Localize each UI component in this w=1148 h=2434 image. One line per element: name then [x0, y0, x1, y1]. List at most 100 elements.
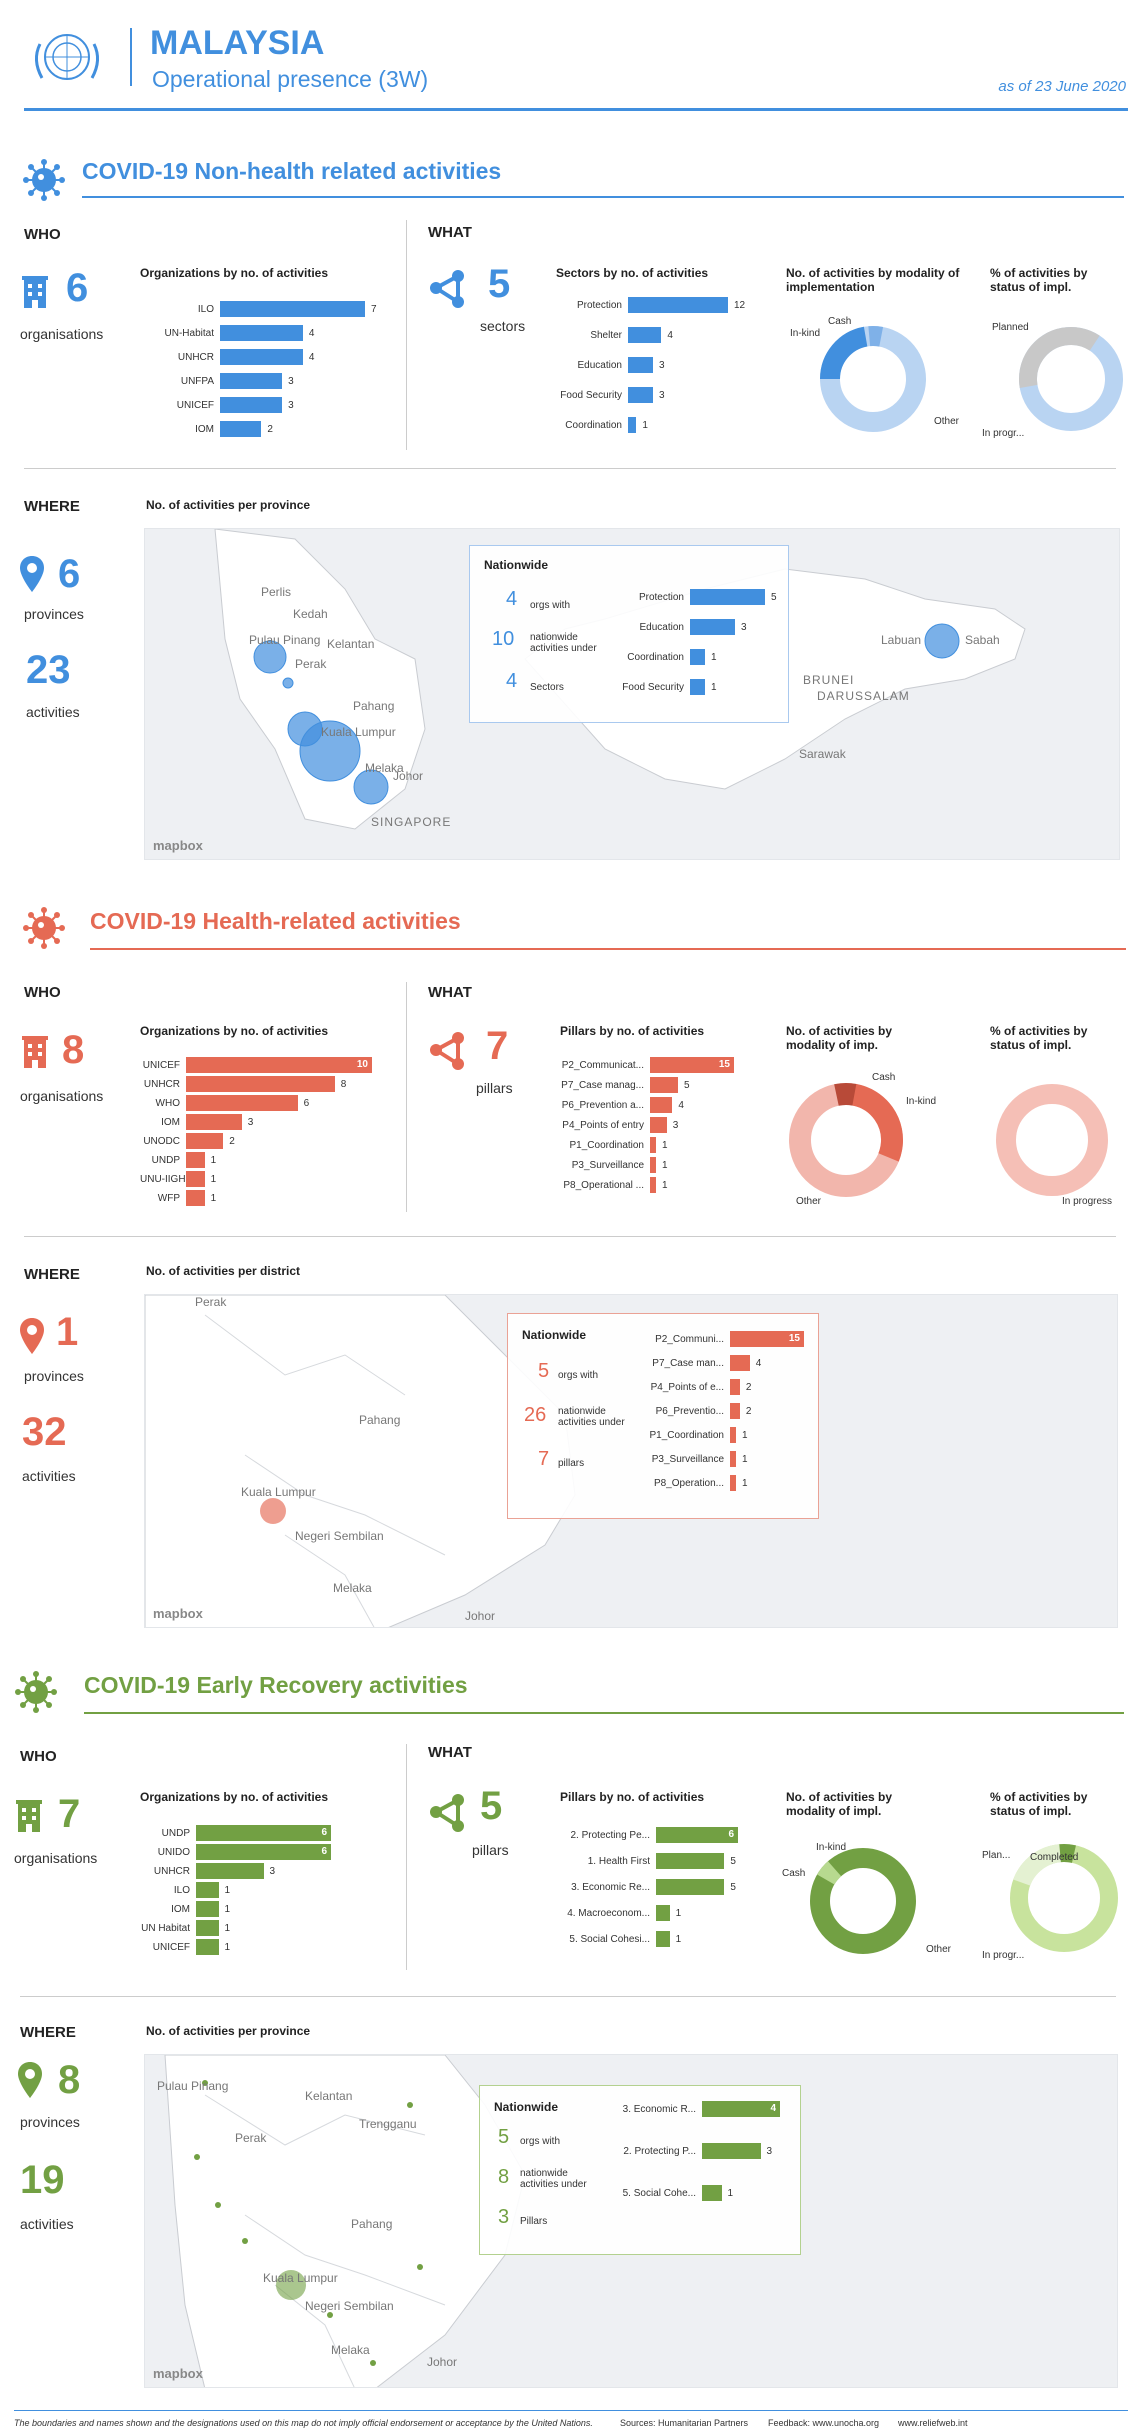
- bar[interactable]: [628, 417, 637, 433]
- bar[interactable]: [650, 1137, 656, 1153]
- bar[interactable]: [186, 1171, 205, 1187]
- bar[interactable]: [656, 1905, 670, 1921]
- bar[interactable]: [220, 349, 303, 365]
- acts-count: 23: [26, 648, 71, 692]
- bar[interactable]: [656, 1879, 725, 1895]
- bar[interactable]: [628, 357, 653, 373]
- bar[interactable]: [196, 1939, 219, 1955]
- orgs-count: 7: [58, 1792, 81, 1836]
- bar[interactable]: 4: [702, 2101, 780, 2117]
- bar[interactable]: [186, 1076, 335, 1092]
- nw-sec-label: pillars: [558, 1458, 585, 1469]
- bar-row: UNIDO 6: [140, 1843, 331, 1861]
- bar-value: 1: [727, 2187, 734, 2199]
- bar[interactable]: [186, 1190, 205, 1206]
- mapbox-logo[interactable]: mapbox: [153, 1606, 203, 1621]
- map-label: Kuala Lumpur: [263, 2271, 338, 2285]
- map-1[interactable]: Perlis Kedah Pulau Pinang Kelantan Perak…: [144, 528, 1120, 860]
- bar[interactable]: [702, 2185, 722, 2201]
- bar[interactable]: [730, 1427, 736, 1443]
- modality-donut: [786, 1080, 906, 1200]
- bar[interactable]: [196, 1863, 264, 1879]
- bar[interactable]: 6: [196, 1825, 331, 1841]
- bar[interactable]: [628, 327, 662, 343]
- bar[interactable]: [730, 1403, 740, 1419]
- bar[interactable]: [730, 1451, 736, 1467]
- where-label: WHERE: [20, 2024, 76, 2041]
- bar-value: 1: [210, 1173, 217, 1185]
- bar[interactable]: [702, 2143, 761, 2159]
- status-label-planned: Planned: [992, 322, 1029, 333]
- bar[interactable]: [220, 325, 303, 341]
- mapbox-logo[interactable]: mapbox: [153, 838, 203, 853]
- bar[interactable]: [730, 1355, 750, 1371]
- nationwide-box: Nationwide 4 orgs with 10 nationwide act…: [469, 545, 789, 723]
- footer-web[interactable]: www.reliefweb.int: [898, 2418, 968, 2428]
- bar-value: 4: [308, 327, 315, 339]
- bar[interactable]: [656, 1853, 725, 1869]
- bar[interactable]: 10: [186, 1057, 372, 1073]
- bar[interactable]: [220, 301, 365, 317]
- bar-value: 6: [321, 1827, 327, 1838]
- map-label: Sabah: [965, 633, 1000, 647]
- bar[interactable]: [690, 649, 705, 665]
- map-label: BRUNEI: [803, 673, 855, 687]
- bar[interactable]: [220, 397, 283, 413]
- bar[interactable]: [650, 1097, 673, 1113]
- bar-label: P7_Case manag...: [561, 1079, 644, 1091]
- bar[interactable]: [690, 589, 765, 605]
- status-donut: [1016, 324, 1126, 434]
- acts-label: activities: [20, 2216, 74, 2232]
- bar[interactable]: [656, 1931, 670, 1947]
- bar-label: P6_Preventio...: [655, 1405, 724, 1417]
- bar[interactable]: [186, 1133, 224, 1149]
- bar[interactable]: [186, 1114, 242, 1130]
- virus-icon: [22, 158, 66, 202]
- bar[interactable]: [196, 1920, 219, 1936]
- bar[interactable]: [186, 1152, 205, 1168]
- where-count: 8: [58, 2058, 81, 2102]
- bar-value: 2: [745, 1381, 752, 1393]
- bar-label: IOM: [161, 1116, 180, 1128]
- map-2[interactable]: Perak Pahang Kuala Lumpur Negeri Sembila…: [144, 1294, 1118, 1628]
- bar[interactable]: [196, 1901, 219, 1917]
- bar-label: P2_Communicat...: [561, 1059, 644, 1071]
- bar-row: 4. Macroeconom... 1: [556, 1904, 681, 1922]
- bar-row: P4_Points of e... 2: [508, 1378, 751, 1396]
- bar[interactable]: 6: [196, 1844, 331, 1860]
- bar-value: 4: [308, 351, 315, 363]
- bar[interactable]: 6: [656, 1827, 738, 1843]
- bar[interactable]: [650, 1077, 678, 1093]
- map-label: Negeri Sembilan: [295, 1529, 384, 1543]
- mapbox-logo[interactable]: mapbox: [153, 2366, 203, 2381]
- map-label: Kuala Lumpur: [241, 1485, 316, 1499]
- building-icon: [16, 1798, 42, 1832]
- bar[interactable]: [650, 1117, 667, 1133]
- bar-label: Shelter: [590, 329, 622, 341]
- bar[interactable]: [220, 421, 262, 437]
- bar[interactable]: [690, 679, 705, 695]
- map-label: Pahang: [353, 699, 395, 713]
- bar[interactable]: [220, 373, 283, 389]
- what-label-count: pillars: [476, 1080, 513, 1096]
- bar[interactable]: [730, 1475, 736, 1491]
- what-chart: Protection 12 Shelter 4 Education 3 Food Secur…: [556, 296, 776, 446]
- bar[interactable]: [650, 1177, 656, 1193]
- where-label-count: provinces: [24, 606, 84, 622]
- bar[interactable]: 15: [650, 1057, 734, 1073]
- status-label-completed: Completed: [1030, 1852, 1079, 1863]
- bar-value: 6: [728, 1829, 734, 1840]
- bar-label: 2. Protecting P...: [623, 2145, 696, 2157]
- bar[interactable]: [196, 1882, 219, 1898]
- bar[interactable]: [628, 297, 728, 313]
- footer-feedback[interactable]: Feedback: www.unocha.org: [768, 2418, 880, 2428]
- bar[interactable]: [730, 1379, 740, 1395]
- bar-row: P6_Prevention a... 4: [556, 1096, 684, 1114]
- bar[interactable]: [690, 619, 735, 635]
- bar[interactable]: [628, 387, 653, 403]
- acts-label: activities: [26, 704, 80, 720]
- map-3[interactable]: Pulau Pinang Kelantan Trengganu Perak Pa…: [144, 2054, 1118, 2388]
- bar[interactable]: 15: [730, 1331, 804, 1347]
- bar[interactable]: [650, 1157, 656, 1173]
- bar[interactable]: [186, 1095, 298, 1111]
